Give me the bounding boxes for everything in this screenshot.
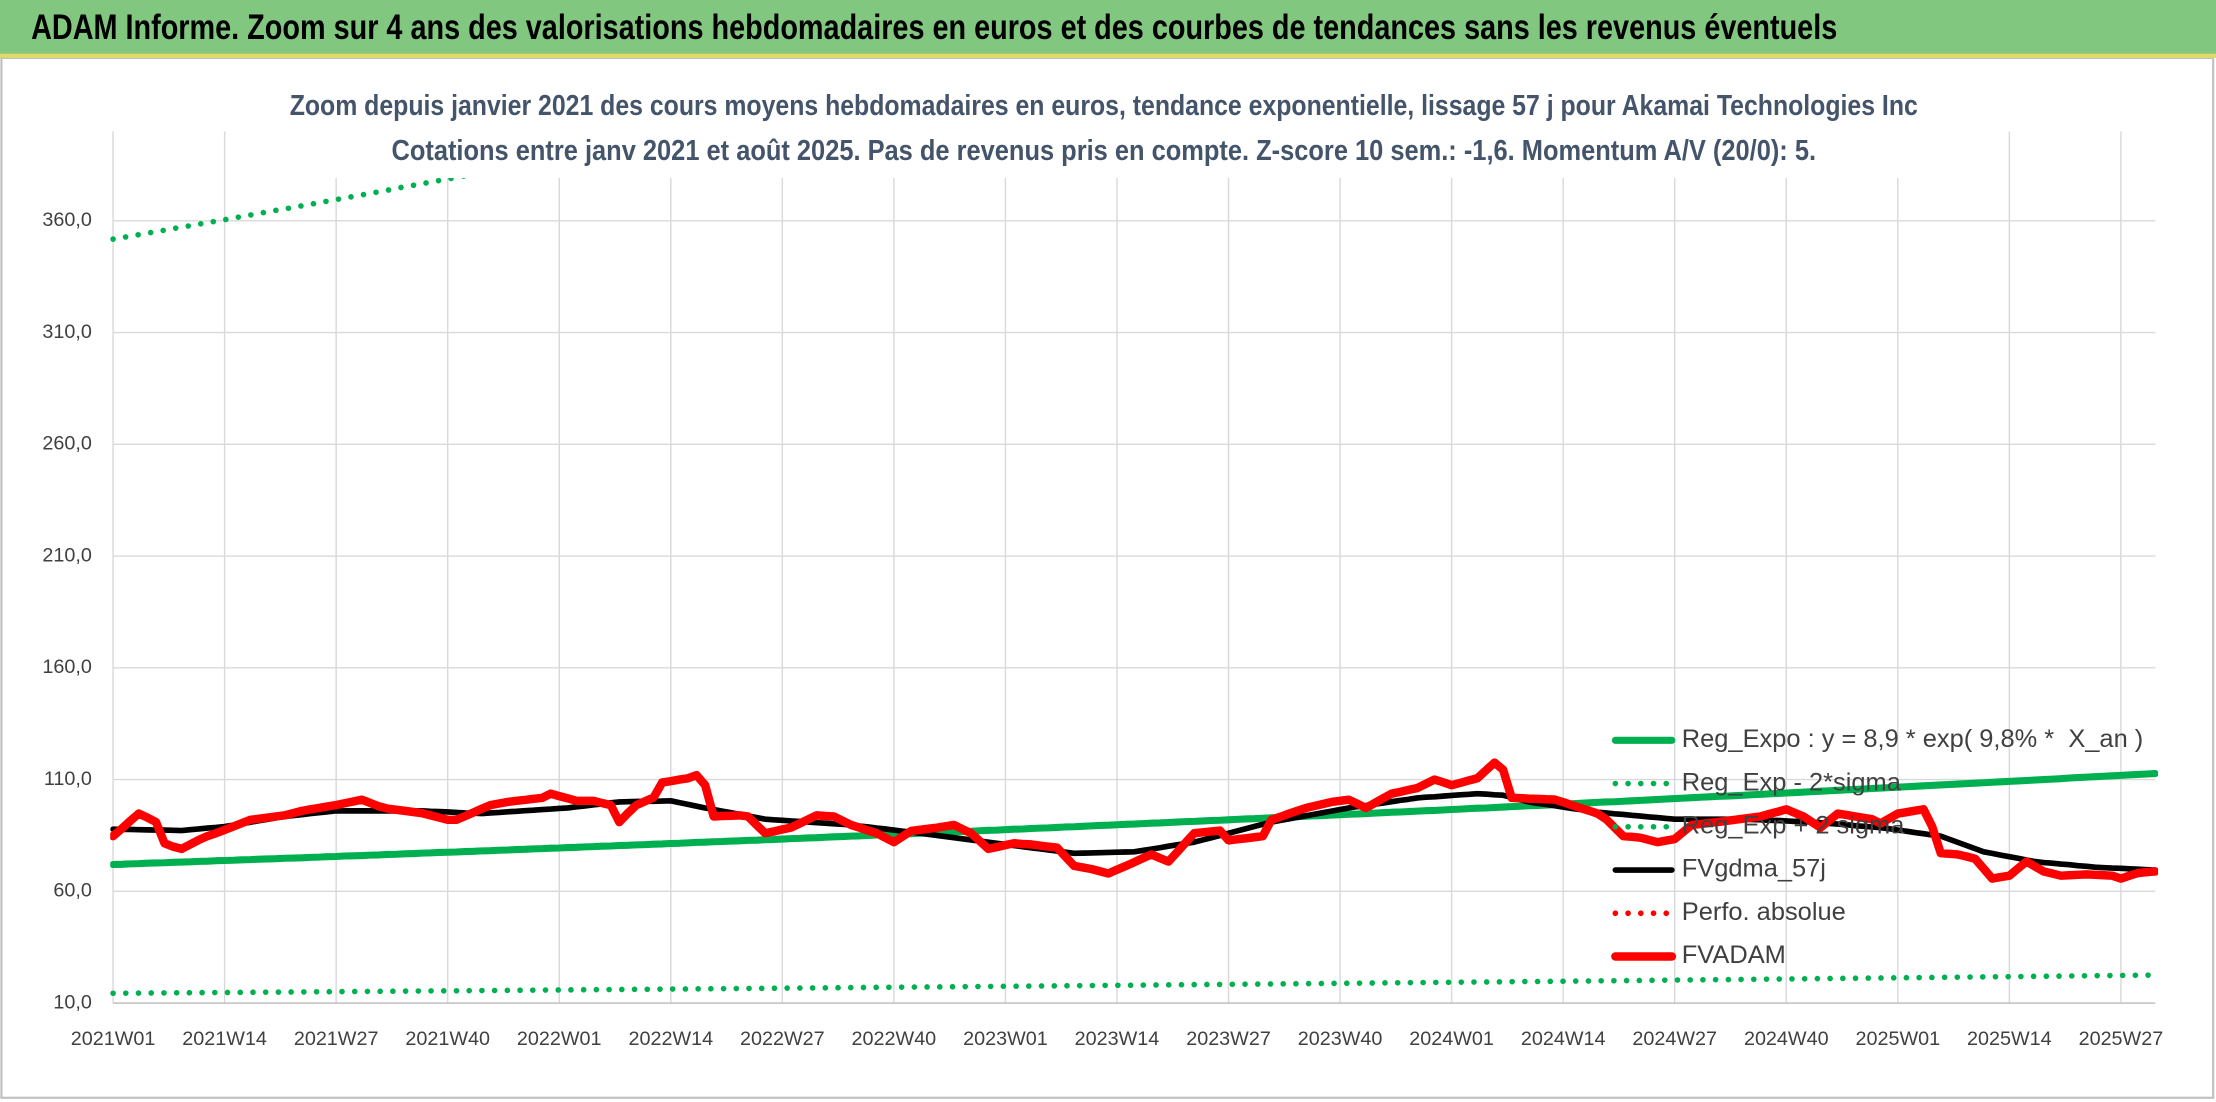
y-tick-label: 360,0 [42,209,91,231]
x-tick-label: 2022W01 [517,1028,602,1050]
x-tick-label: 2025W01 [1855,1028,1940,1050]
x-tick-label: 2021W14 [182,1028,267,1050]
x-tick-label: 2023W40 [1298,1028,1383,1050]
legend-label: Reg_Exp + 2 sigma [1682,812,1905,840]
header-title: ADAM Informe. Zoom sur 4 ans des valoris… [31,8,1837,47]
y-tick-label: 160,0 [42,656,91,678]
legend-label: FVADAM [1682,941,1786,969]
series-line [110,770,2159,869]
x-tick-label: 2023W14 [1075,1028,1160,1050]
y-tick-label: 260,0 [42,433,91,455]
x-tick-label: 2021W01 [71,1028,156,1050]
x-tick-label: 2021W40 [405,1028,490,1050]
series-line [110,972,2159,997]
grid: 10,0 60,0 110,0 160,0 210,0 260,0 310,0 360,0 20… [42,131,2163,1050]
y-tick-label: 310,0 [42,321,91,343]
x-tick-label: 2023W01 [963,1028,1048,1050]
x-tick-label: 2025W27 [2079,1028,2164,1050]
x-tick-label: 2024W01 [1409,1028,1494,1050]
y-tick-label: 60,0 [53,880,91,902]
legend-label: Perfo. absolue [1682,898,1846,926]
x-tick-label: 2024W40 [1744,1028,1829,1050]
header-bar [0,0,2216,58]
x-tick-label: 2024W27 [1632,1028,1717,1050]
x-tick-label: 2025W14 [1967,1028,2052,1050]
x-tick-label: 2022W40 [852,1028,937,1050]
chart-subtitle: Cotations entre janv 2021 et août 2025. … [391,134,1816,166]
x-tick-label: 2023W27 [1186,1028,1271,1050]
chart-title: Zoom depuis janvier 2021 des cours moyen… [290,89,1918,121]
y-tick-label: 110,0 [44,768,92,790]
header-rule [0,53,2216,58]
legend-label: Reg_Expo : y = 8,9 * exp( 9,8% * X_an ) [1682,725,2143,753]
x-tick-label: 2022W14 [628,1028,713,1050]
x-tick-label: 2021W27 [294,1028,379,1050]
series-line [110,758,2159,883]
title-box [282,81,1930,179]
y-tick-label: 10,0 [53,991,91,1013]
legend-label: FVgdma_57j [1682,855,1826,883]
x-tick-label: 2022W27 [740,1028,825,1050]
legend-label: Reg_Exp - 2*sigma [1682,768,1902,796]
x-tick-label: 2024W14 [1521,1028,1606,1050]
legend: Reg_Expo : y = 8,9 * exp( 9,8% * X_an ) R… [1611,725,2143,969]
y-tick-label: 210,0 [42,544,91,566]
